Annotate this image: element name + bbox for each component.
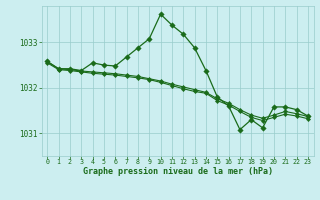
X-axis label: Graphe pression niveau de la mer (hPa): Graphe pression niveau de la mer (hPa): [83, 167, 273, 176]
